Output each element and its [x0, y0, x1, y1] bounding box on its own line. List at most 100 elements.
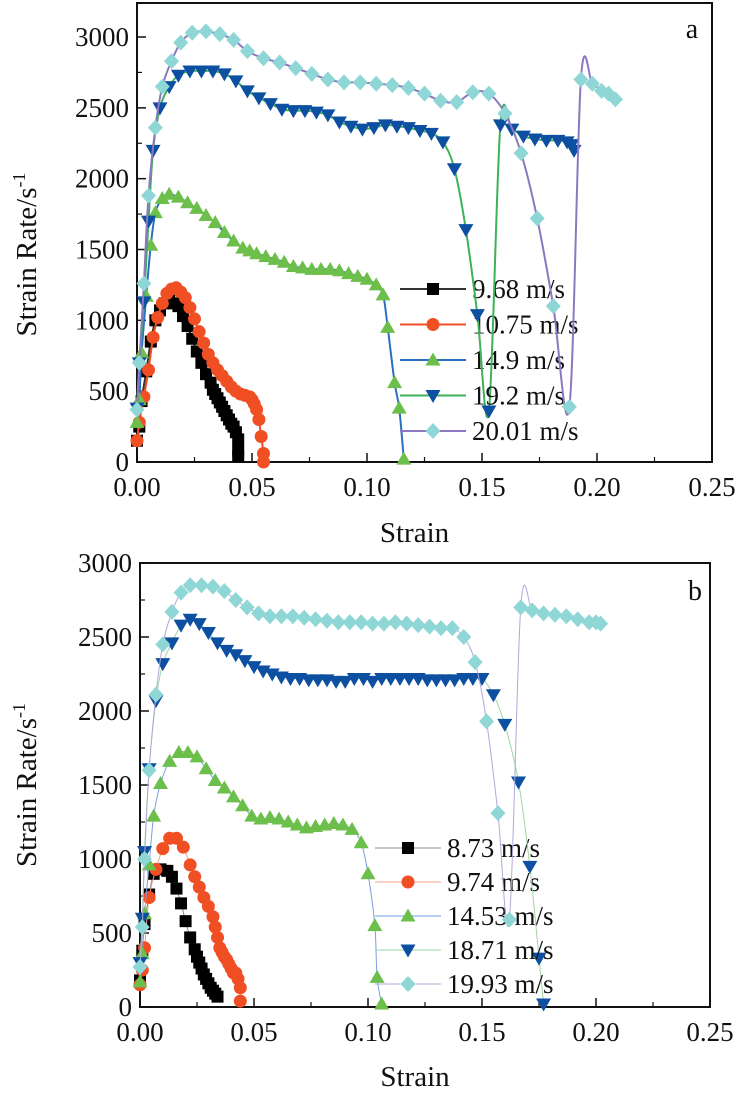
panel-a-series-5-point: [131, 354, 147, 371]
panel-a-series-4-point: [239, 85, 255, 99]
panel-a-series-3-point: [198, 208, 214, 221]
panel-a-series-3: [129, 186, 412, 465]
panel-a-series-3-point: [322, 261, 338, 275]
panel-a-x-tick-label: 0.00: [113, 472, 160, 502]
panel-b-series-3-point: [225, 789, 241, 803]
panel-b-series-5-point: [134, 919, 150, 936]
panel-b-series-5-point: [513, 599, 529, 616]
panel-a-series-5-point: [513, 145, 529, 162]
panel-a-series-1-point: [195, 356, 208, 369]
panel-a-series-3-point: [359, 271, 375, 285]
panel-a-legend-marker: [426, 318, 440, 331]
panel-b-series-4-point: [219, 644, 235, 658]
panel-b-series-3-point: [289, 817, 305, 831]
panel-b-series-5-point: [216, 583, 232, 600]
panel-a-series-5-point: [573, 71, 589, 88]
panel-a-x-tick-label: 0.15: [458, 472, 505, 502]
panel-a-series-2-point: [155, 296, 169, 310]
panel-a-series-2-point: [252, 413, 266, 426]
panel-b-series-2-point: [201, 899, 215, 913]
panel-a-series-2-point: [183, 301, 197, 315]
panel-b-series-5-point: [182, 577, 198, 594]
panel-a-series-5-point: [561, 398, 577, 415]
panel-a-series-2-point: [192, 325, 206, 339]
panel-a-series-3-point: [216, 225, 232, 238]
panel-b-x-axis-title: Strain: [380, 1061, 450, 1093]
panel-a-series-3-point: [391, 400, 407, 414]
panel-b-y-tick-label: 1500: [78, 770, 132, 800]
panel-b-legend-label: 19.93 m/s: [447, 969, 554, 999]
panel-b-series-4-point: [246, 661, 262, 675]
panel-a-y-tick-label: 2500: [75, 93, 129, 123]
panel-a-series-5-point: [239, 43, 255, 60]
panel-a-series-4-point: [285, 105, 301, 119]
panel-a-series-4-point: [400, 122, 416, 136]
panel-b-series-5-point: [490, 805, 506, 822]
panel-a-series-1-point: [177, 310, 189, 323]
panel-b-series-4-point: [173, 619, 189, 633]
panel-a-series-3-point: [396, 451, 412, 465]
panel-b-series-5-point: [251, 605, 267, 622]
panel-a-series-5-point: [173, 34, 189, 51]
panel-b-series-5-point: [365, 615, 381, 632]
panel-b-series-1-point: [165, 870, 178, 883]
panel-a-series-4-point: [274, 103, 290, 117]
panel-a-series-5-point: [320, 71, 336, 88]
panel-b-series-5-point: [524, 602, 540, 619]
panel-a-series-4-point: [469, 309, 485, 323]
panel-a-series-5-point: [481, 85, 497, 102]
panel-a-series-5: [129, 23, 623, 418]
panel-a-series-3-point: [129, 414, 145, 428]
panel-a-y-tick-label: 1500: [75, 235, 129, 265]
panel-a-series-5-point: [417, 85, 432, 102]
panel-b: 0.00 0.05 0.10 0.15 0.20 0.25 0 500 1000 1500 2000…: [9, 548, 734, 1093]
panel-a-series-3-point: [341, 266, 357, 280]
panel-a-series-2-point: [142, 363, 155, 377]
panel-b-legend-item: 14.53 m/s: [375, 901, 554, 931]
panel-a-series-4-point: [354, 123, 370, 137]
panel-a-series-2-point: [146, 330, 160, 344]
panel-a-series-4-point: [228, 75, 244, 89]
panel-a-series-5-point: [256, 50, 271, 67]
panel-a-series-3-point: [276, 254, 292, 268]
panel-b-series-2-point: [211, 930, 225, 944]
panel-b-series-5-point: [410, 617, 426, 634]
panel-a-series-3-point: [154, 191, 170, 204]
panel-a-series-5-point: [336, 74, 352, 91]
panel-b-series-5-point: [536, 605, 552, 622]
panel-a-x-tick-label: 0.25: [688, 472, 735, 502]
panel-a-series-5-point: [368, 75, 384, 92]
panel-a-series-5-point: [352, 74, 368, 91]
panel-b-y-tick-label: 1000: [78, 844, 132, 874]
panel-a-series-2-point: [257, 455, 270, 469]
panel-b-legend-item: 18.71 m/s: [375, 935, 554, 965]
panel-b-series-3-point: [207, 773, 223, 787]
panel-a-series-5-point: [545, 298, 561, 315]
panel-b-series-3-point: [353, 835, 369, 849]
panel-b-series-4-point: [182, 613, 198, 627]
panel-a-legend-marker: [425, 352, 441, 366]
panel-b-series-2-point: [142, 890, 156, 904]
panel-a-series-5-point: [529, 210, 545, 227]
panel-b-y-axis-title: Strain Rate/s-1: [9, 703, 43, 867]
panel-b-series-5-point: [479, 713, 495, 730]
panel-b-legend-label: 18.71 m/s: [447, 935, 554, 965]
panel-a-series-4-point: [251, 92, 267, 106]
panel-a-series-5-point: [136, 275, 152, 292]
panel-a-series-5-point: [184, 24, 200, 41]
panel-a-series-5-point: [154, 78, 170, 95]
panel-a-series-4-point: [515, 130, 531, 144]
panel-b-series-5-point: [456, 629, 472, 645]
panel-a-series-3-point: [147, 205, 163, 219]
panel-a-series-3-point: [170, 189, 186, 203]
panel-b-series-1-point: [170, 882, 183, 895]
panel-b-series-5-point: [273, 608, 289, 625]
panel-b-series-1-point: [184, 931, 197, 944]
panel-a-series-4-point: [136, 296, 152, 310]
panel-b-series-5-point: [399, 615, 415, 632]
panel-a-legend-item: 14.9 m/s: [400, 345, 565, 375]
panel-a-series-4-point: [308, 106, 324, 120]
panel-b-series-5-point: [376, 615, 392, 632]
panel-b-series-2-point: [233, 994, 247, 1008]
